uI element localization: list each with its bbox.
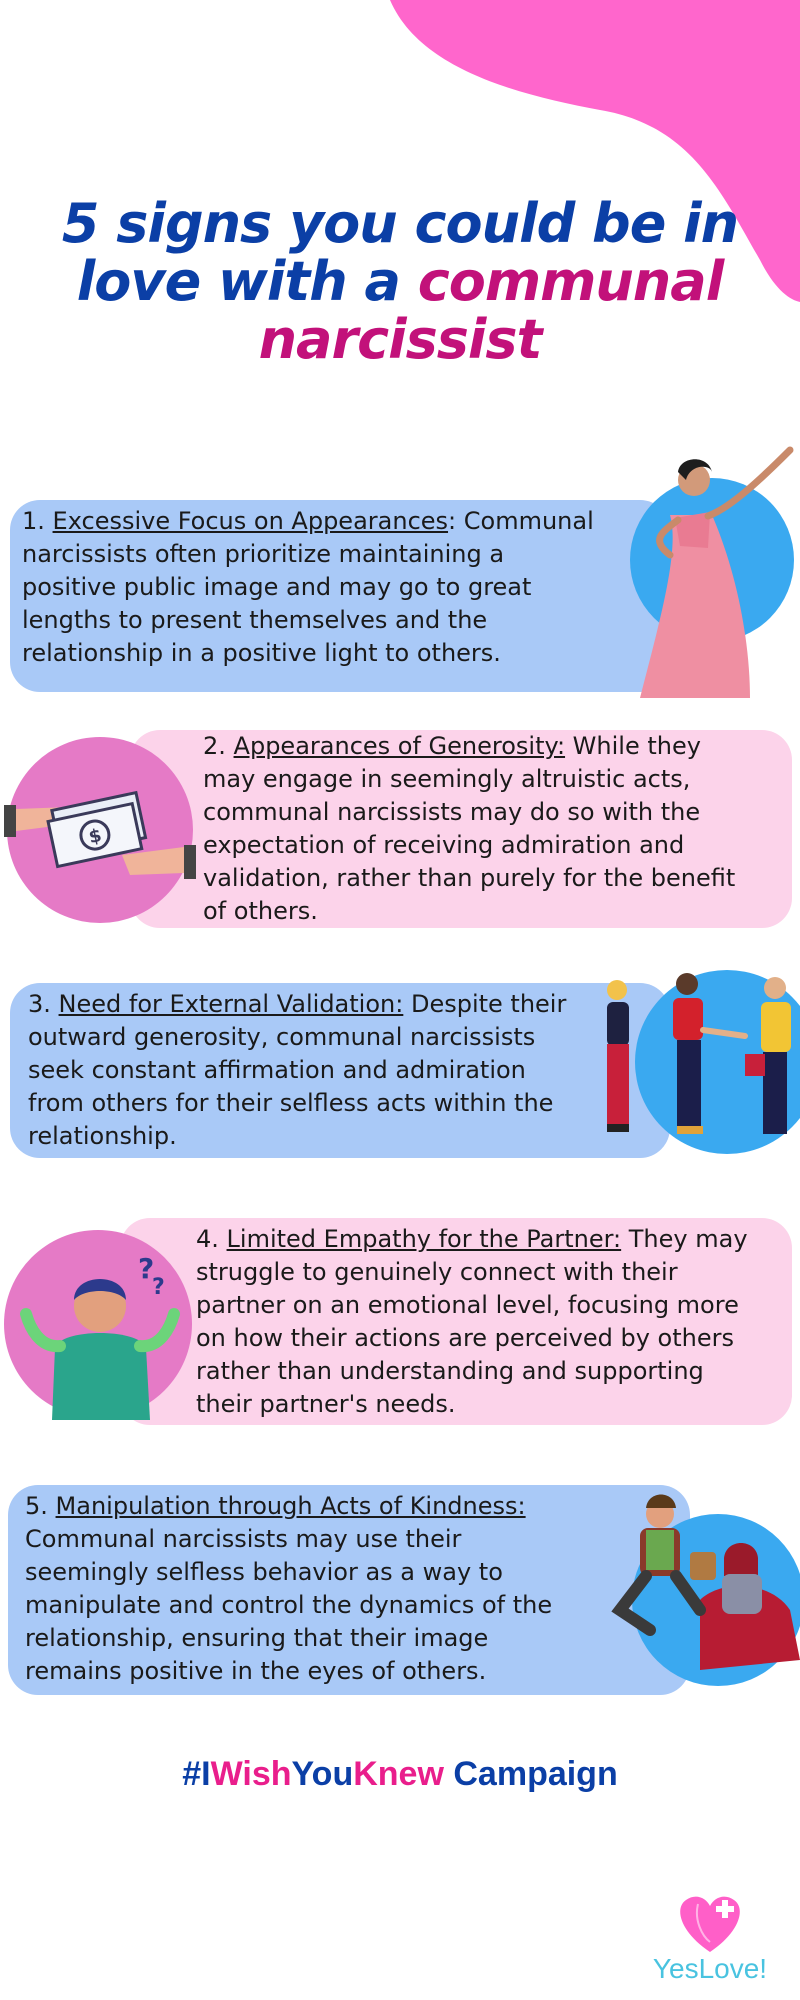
campaign-knew: Knew — [353, 1755, 444, 1793]
sign-2-line-1: 2. Appearances of Generosity: While they — [203, 730, 735, 763]
sign-1-line-3: positive public image and may go to grea… — [22, 573, 532, 601]
sign-2-number: 2. — [203, 732, 226, 760]
sign-4-line-5: rather than understanding and supporting — [196, 1357, 704, 1385]
sign-1-line-4: lengths to present themselves and the — [22, 606, 488, 634]
sign-1-line-1-rest: : Communal — [448, 507, 594, 535]
sign-5-line-2: Communal narcissists may use their — [25, 1525, 462, 1553]
sign-2-line-4: expectation of receiving admiration and — [203, 831, 685, 859]
title-accent-communal: communal — [417, 250, 724, 313]
sign-5-line-1: 5. Manipulation through Acts of Kindness… — [25, 1490, 552, 1523]
sign-5-heading: Manipulation through Acts of Kindness: — [55, 1492, 526, 1520]
sign-1-number: 1. — [22, 507, 45, 535]
sign-5-line-5: relationship, ensuring that their image — [25, 1624, 489, 1652]
sign-2-line-5: validation, rather than purely for the b… — [203, 864, 736, 892]
man-giving-food-illustration — [611, 1494, 800, 1686]
sign-5-line-3: seemingly selfless behavior as a way to — [25, 1558, 503, 1586]
sign-5-line-6: remains positive in the eyes of others. — [25, 1657, 487, 1685]
sign-2-heading: Appearances of Generosity: — [233, 732, 566, 760]
campaign-rest: Campaign — [443, 1755, 618, 1793]
sign-1-line-2: narcissists often prioritize maintaining… — [22, 540, 505, 568]
hands-exchanging-money-illustration: $ — [4, 737, 196, 923]
sign-3-line-1-rest: Despite their — [403, 990, 567, 1018]
woman-in-pink-gown-illustration — [630, 446, 794, 698]
heart-cross-icon — [680, 1896, 740, 1952]
sign-3-number: 3. — [28, 990, 51, 1018]
sign-4-line-4: on how their actions are perceived by ot… — [196, 1324, 734, 1352]
title-line-1: 5 signs you could be in — [61, 192, 739, 255]
sign-card-5 — [8, 1485, 690, 1695]
sign-3-text: 3. Need for External Validation: Despite… — [28, 988, 566, 1153]
campaign-hashtag: #IWishYouKnew Campaign — [0, 1755, 800, 1794]
svg-text:?: ? — [138, 1252, 154, 1285]
page-title: 5 signs you could be in love with a comm… — [0, 195, 800, 369]
sign-1-line-1: 1. Excessive Focus on Appearances: Commu… — [22, 505, 594, 538]
sign-1-line-5: relationship in a positive light to othe… — [22, 639, 501, 667]
people-applauding-illustration — [607, 970, 800, 1154]
sign-3-line-2: outward generosity, communal narcissists — [28, 1023, 536, 1051]
sign-4-line-1: 4. Limited Empathy for the Partner: They… — [196, 1223, 748, 1256]
svg-text:?: ? — [152, 1275, 165, 1300]
campaign-hash: #I — [182, 1755, 211, 1793]
logo-wordmark: YesLove! — [652, 1953, 768, 1984]
sign-2-text: 2. Appearances of Generosity: While they… — [203, 730, 735, 928]
svg-text:$: $ — [87, 825, 104, 848]
sign-card-4 — [120, 1218, 792, 1425]
sign-2-line-2: may engage in seemingly altruistic acts, — [203, 765, 691, 793]
sign-3-line-5: relationship. — [28, 1122, 177, 1150]
sign-5-text: 5. Manipulation through Acts of Kindness… — [25, 1490, 552, 1688]
title-accent-narcissist: narcissist — [258, 308, 543, 371]
campaign-wish: Wish — [210, 1755, 292, 1793]
sign-1-text: 1. Excessive Focus on Appearances: Commu… — [22, 505, 594, 670]
sign-3-line-4: from others for their selfless acts with… — [28, 1089, 554, 1117]
sign-card-3 — [10, 983, 670, 1158]
sign-3-line-3: seek constant affirmation and admiration — [28, 1056, 526, 1084]
sign-4-number: 4. — [196, 1225, 219, 1253]
sign-2-line-1-rest: While they — [565, 732, 701, 760]
sign-4-line-6: their partner's needs. — [196, 1390, 456, 1418]
sign-4-text: 4. Limited Empathy for the Partner: They… — [196, 1223, 748, 1421]
confused-man-illustration: ? ? — [4, 1230, 192, 1420]
sign-card-2 — [130, 730, 792, 928]
pink-blob-decoration — [390, 0, 800, 302]
sign-2-line-3: communal narcissists may do so with the — [203, 798, 701, 826]
sign-4-heading: Limited Empathy for the Partner: — [226, 1225, 622, 1253]
sign-4-line-1-rest: They may — [621, 1225, 748, 1253]
sign-3-heading: Need for External Validation: — [58, 990, 404, 1018]
sign-3-line-1: 3. Need for External Validation: Despite… — [28, 988, 566, 1021]
sign-4-line-2: struggle to genuinely connect with their — [196, 1258, 678, 1286]
title-line-2-plain: love with a — [76, 250, 418, 313]
sign-4-line-3: partner on an emotional level, focusing … — [196, 1291, 739, 1319]
sign-2-line-6: of others. — [203, 897, 318, 925]
sign-1-heading: Excessive Focus on Appearances — [52, 507, 449, 535]
sign-card-1 — [10, 500, 670, 692]
sign-5-number: 5. — [25, 1492, 48, 1520]
sign-5-line-4: manipulate and control the dynamics of t… — [25, 1591, 553, 1619]
title-line-2: love with a communal — [0, 253, 800, 311]
campaign-you: You — [291, 1755, 354, 1793]
